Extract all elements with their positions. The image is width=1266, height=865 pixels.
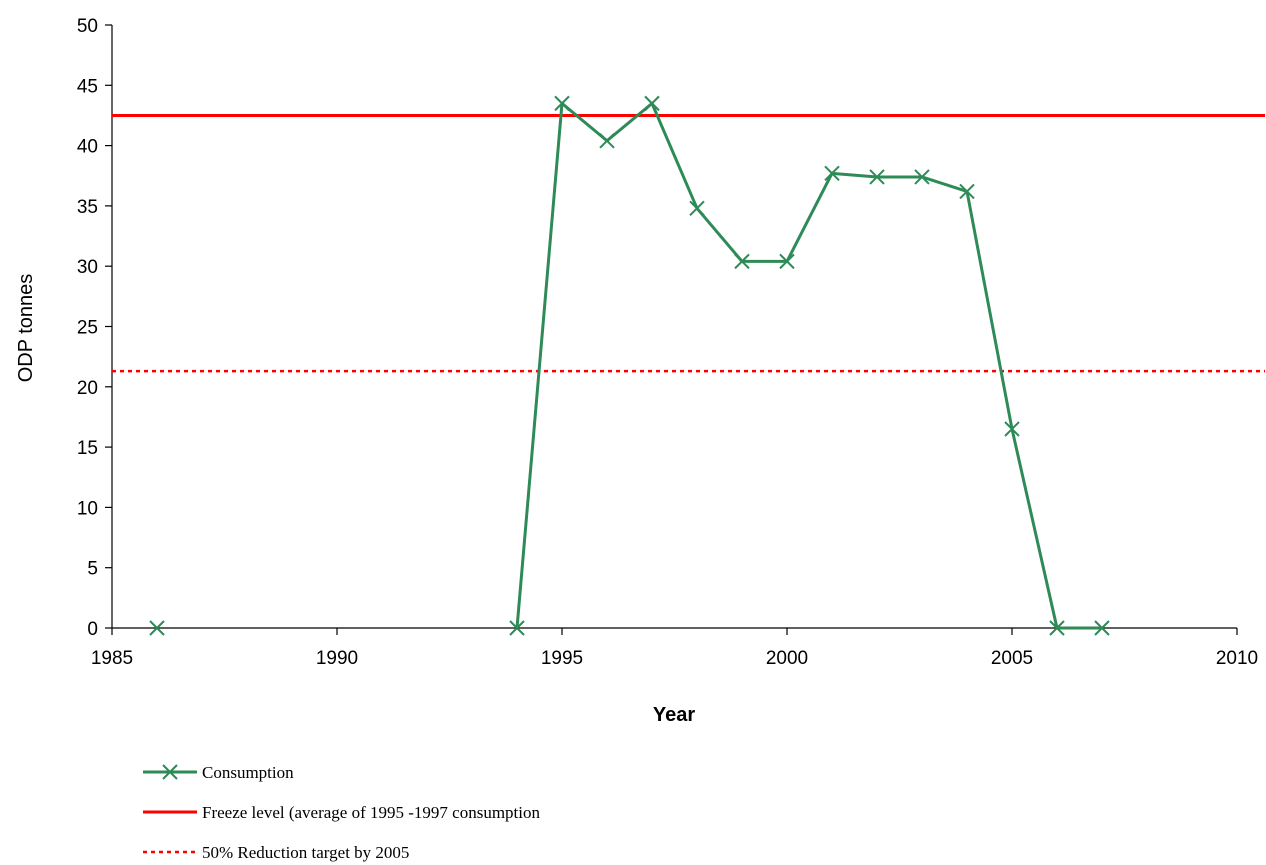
- legend: Consumption Freeze level (average of 1995…: [143, 763, 540, 862]
- x-marker-stroke: [644, 95, 660, 112]
- legend-freeze-label: Freeze level (average of 1995 -1997 cons…: [202, 803, 540, 822]
- y-tick-label: 20: [77, 378, 98, 399]
- y-tick-label: 0: [87, 619, 98, 640]
- x-marker-stroke: [734, 253, 750, 270]
- consumption-point: [914, 169, 930, 185]
- consumption-line: [515, 101, 1102, 630]
- x-tick-label: 2005: [991, 648, 1033, 669]
- y-tick-label: 15: [77, 438, 98, 459]
- x-marker-stroke: [1094, 620, 1110, 636]
- consumption-point: [869, 169, 885, 185]
- y-tick-label: 25: [77, 318, 98, 339]
- y-tick-label: 5: [87, 559, 98, 580]
- consumption-point: [824, 165, 840, 182]
- x-tick-label: 2010: [1216, 648, 1258, 669]
- reference-lines: [112, 113, 1265, 373]
- consumption-point: [599, 133, 615, 149]
- legend-consumption-marker: [162, 764, 178, 780]
- y-tick-label: 10: [77, 498, 98, 519]
- x-tick-label: 1990: [316, 648, 358, 669]
- x-marker-stroke: [149, 620, 165, 636]
- x-marker-stroke: [869, 169, 885, 185]
- y-tick-label: 45: [77, 76, 98, 97]
- legend-consumption-label: Consumption: [202, 763, 294, 782]
- x-marker-stroke: [914, 169, 930, 185]
- consumption-point: [149, 620, 165, 636]
- consumption-point: [554, 95, 570, 112]
- x-marker-stroke: [824, 165, 840, 182]
- x-axis-title: Year: [653, 704, 695, 726]
- consumption-point: [644, 95, 660, 112]
- consumption-point: [689, 200, 705, 217]
- consumption-point: [734, 253, 750, 270]
- x-tick-label: 1995: [541, 648, 583, 669]
- y-tick-label: 50: [77, 16, 98, 37]
- y-tick-label: 40: [77, 137, 98, 158]
- x-marker-stroke: [779, 253, 795, 270]
- x-marker-stroke: [689, 200, 705, 217]
- x-marker-stroke: [509, 620, 525, 636]
- legend-target-label: 50% Reduction target by 2005: [202, 843, 409, 862]
- x-marker-stroke: [959, 183, 975, 200]
- x-tick-label: 1985: [91, 648, 133, 669]
- y-tick-label: 35: [77, 197, 98, 218]
- x-marker-stroke: [1004, 421, 1020, 437]
- consumption-point: [1049, 620, 1065, 636]
- consumption-point: [1004, 421, 1020, 437]
- x-marker-stroke: [599, 133, 615, 149]
- x-marker-stroke: [554, 95, 570, 112]
- consumption-point: [1094, 620, 1110, 636]
- series-consumption: [149, 95, 1110, 636]
- y-tick-label: 30: [77, 257, 98, 278]
- x-marker-stroke: [1049, 620, 1065, 636]
- consumption-point: [959, 183, 975, 200]
- y-axis-title: ODP tonnes: [15, 274, 37, 383]
- consumption-point: [779, 253, 795, 270]
- x-tick-label: 2000: [766, 648, 808, 669]
- axes: 0 5 10 15 20 25 30 35 40 45 50 1985 1990 1995 2000 2005…: [77, 16, 1258, 669]
- consumption-point: [509, 620, 525, 636]
